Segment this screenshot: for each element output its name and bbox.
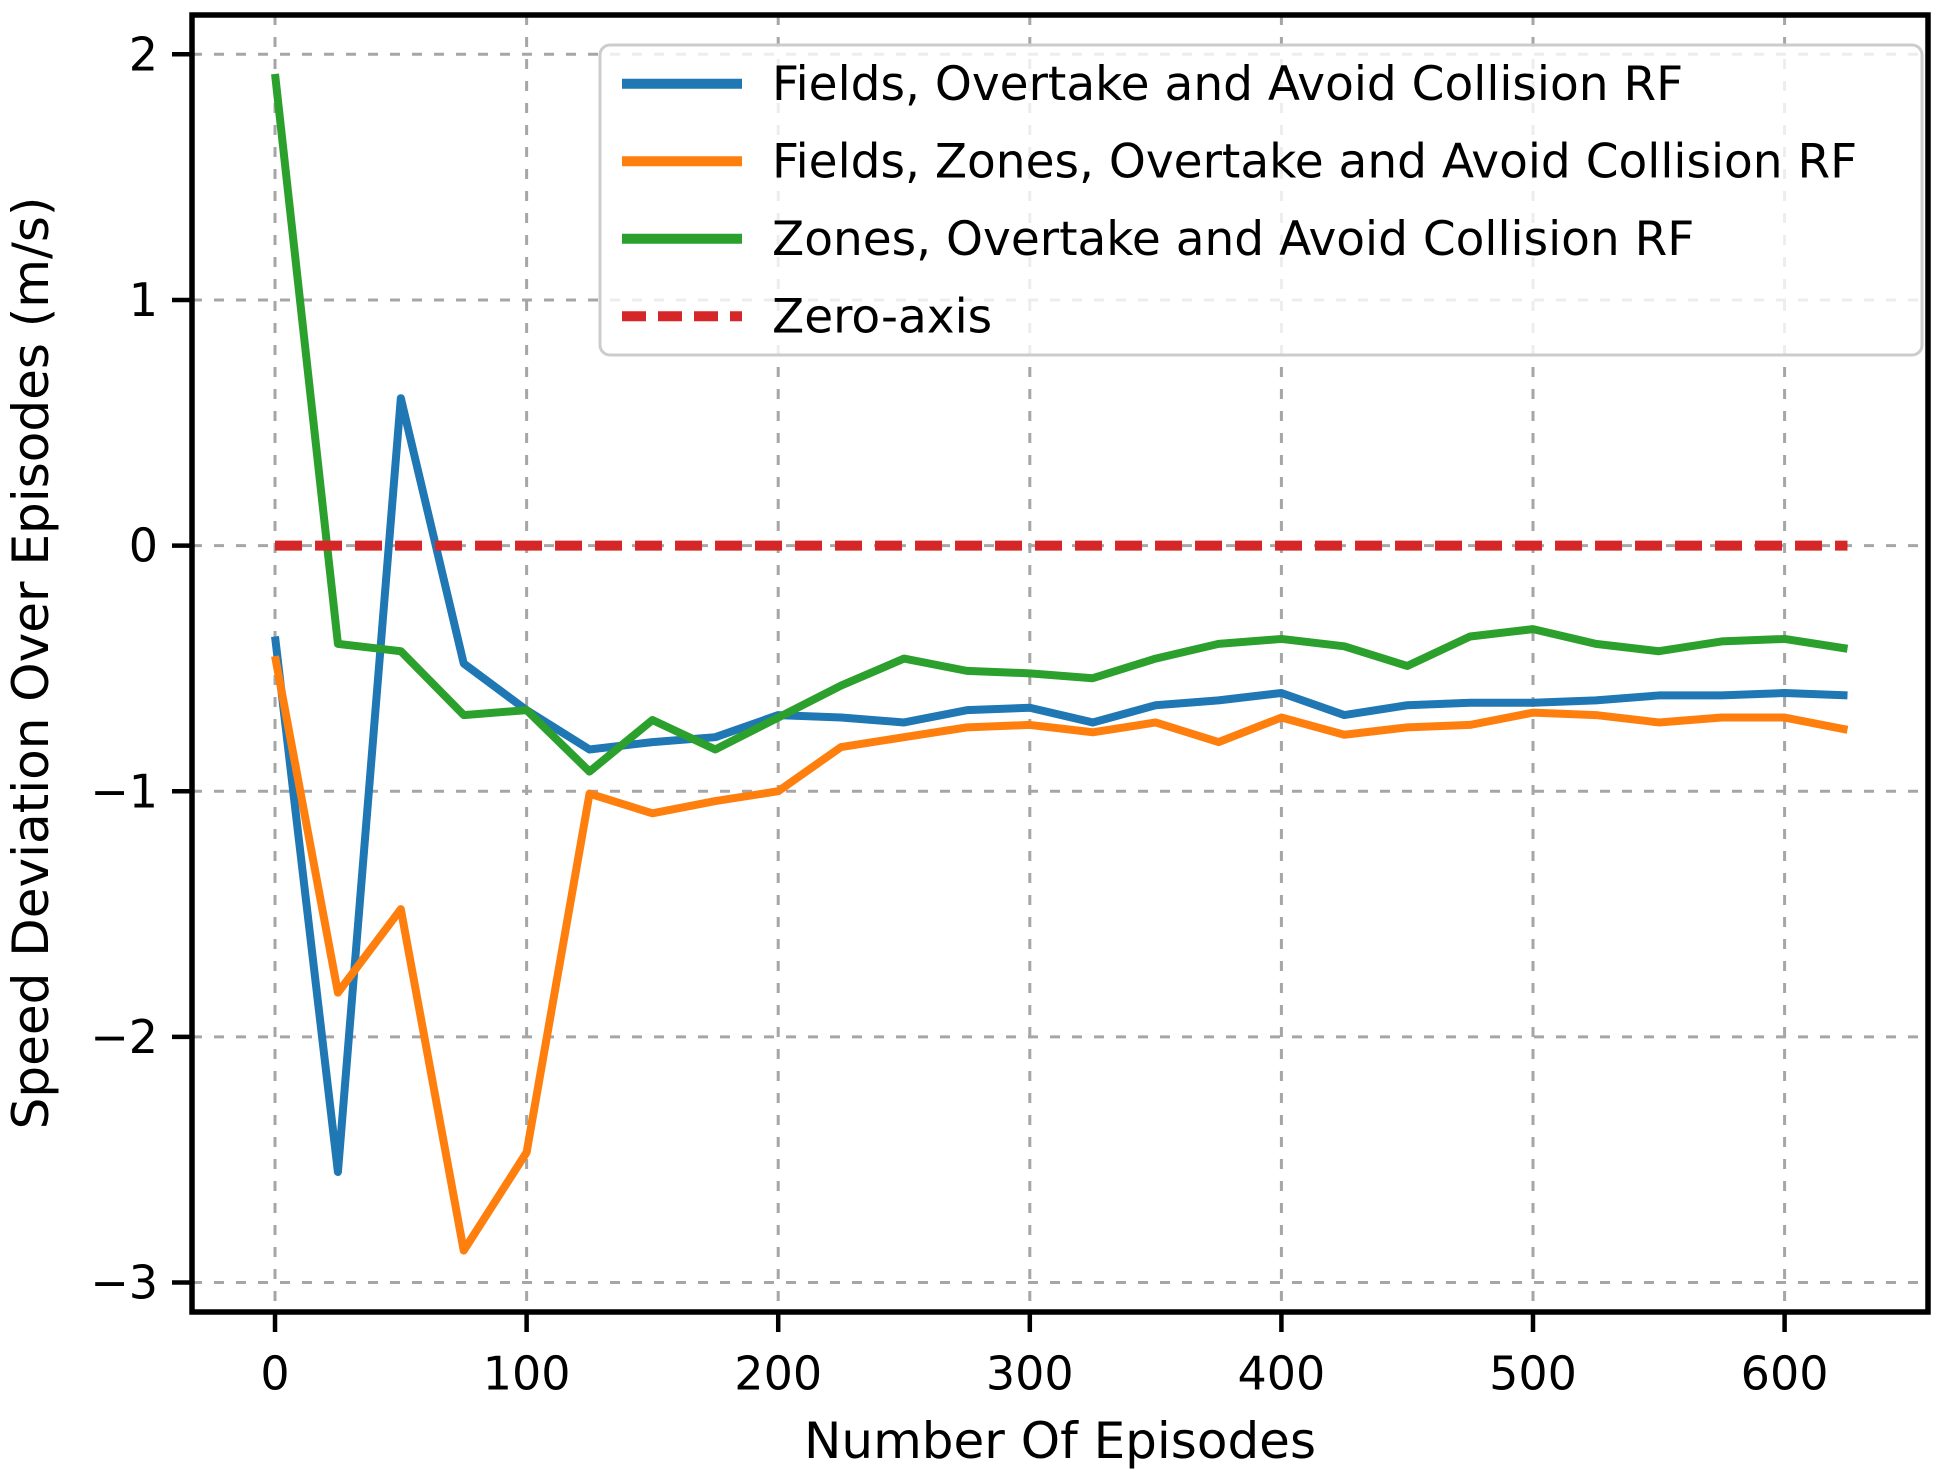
legend-label-zero-axis: Zero-axis xyxy=(772,290,992,345)
y-tick-label-0: 0 xyxy=(129,519,158,573)
axes-layer: 0 100 200 300 400 500 600 2 1 0 −1 −2 −3 xyxy=(90,12,1931,1400)
y-tick-label-2: 2 xyxy=(129,27,158,81)
plot-border xyxy=(189,12,1931,1315)
legend-item-fields-overtake-and-avoid-collision-rf: Fields, Overtake and Avoid Collision RF xyxy=(622,57,1683,112)
y-tick-label--3: −3 xyxy=(90,1256,158,1310)
legend-layer: Fields, Overtake and Avoid Collision RF F… xyxy=(598,43,1924,357)
y-tick-label--1: −1 xyxy=(90,764,158,818)
legend-item-zones-overtake-and-avoid-collision-rf: Zones, Overtake and Avoid Collision RF xyxy=(622,212,1694,267)
x-tick-label-300: 300 xyxy=(986,1346,1074,1400)
x-tick-label-600: 600 xyxy=(1741,1346,1829,1400)
x-axis-label: Number Of Episodes xyxy=(804,1412,1316,1470)
x-tick-label-100: 100 xyxy=(483,1346,571,1400)
x-tick-label-500: 500 xyxy=(1489,1346,1577,1400)
legend-label-zones-overtake-and-avoid-collision-rf: Zones, Overtake and Avoid Collision RF xyxy=(772,212,1694,267)
legend-item-fields-zones-overtake-and-avoid-collision-rf: Fields, Zones, Overtake and Avoid Collis… xyxy=(622,135,1857,190)
line-fields-overtake-and-avoid-collision-rf xyxy=(271,394,1848,1176)
legend-item-zero-axis: Zero-axis xyxy=(622,290,992,345)
y-tick-label--2: −2 xyxy=(90,1010,158,1064)
line-zones-overtake-and-avoid-collision-rf xyxy=(271,73,1849,776)
line-fields-zones-overtake-and-avoid-collision-rf xyxy=(271,655,1849,1255)
x-tick-label-200: 200 xyxy=(734,1346,822,1400)
legend-box xyxy=(598,43,1924,357)
legend-label-fields-overtake-and-avoid-collision-rf: Fields, Overtake and Avoid Collision RF xyxy=(772,57,1683,112)
x-tick-label-0: 0 xyxy=(260,1346,289,1400)
legend-label-fields-zones-overtake-and-avoid-collision-rf: Fields, Zones, Overtake and Avoid Collis… xyxy=(772,135,1857,190)
y-tick-label-1: 1 xyxy=(129,273,158,327)
x-tick-label-400: 400 xyxy=(1237,1346,1325,1400)
series-layer xyxy=(271,73,1849,1255)
y-axis-label: Speed Deviation Over Episodes (m/s) xyxy=(2,197,60,1130)
